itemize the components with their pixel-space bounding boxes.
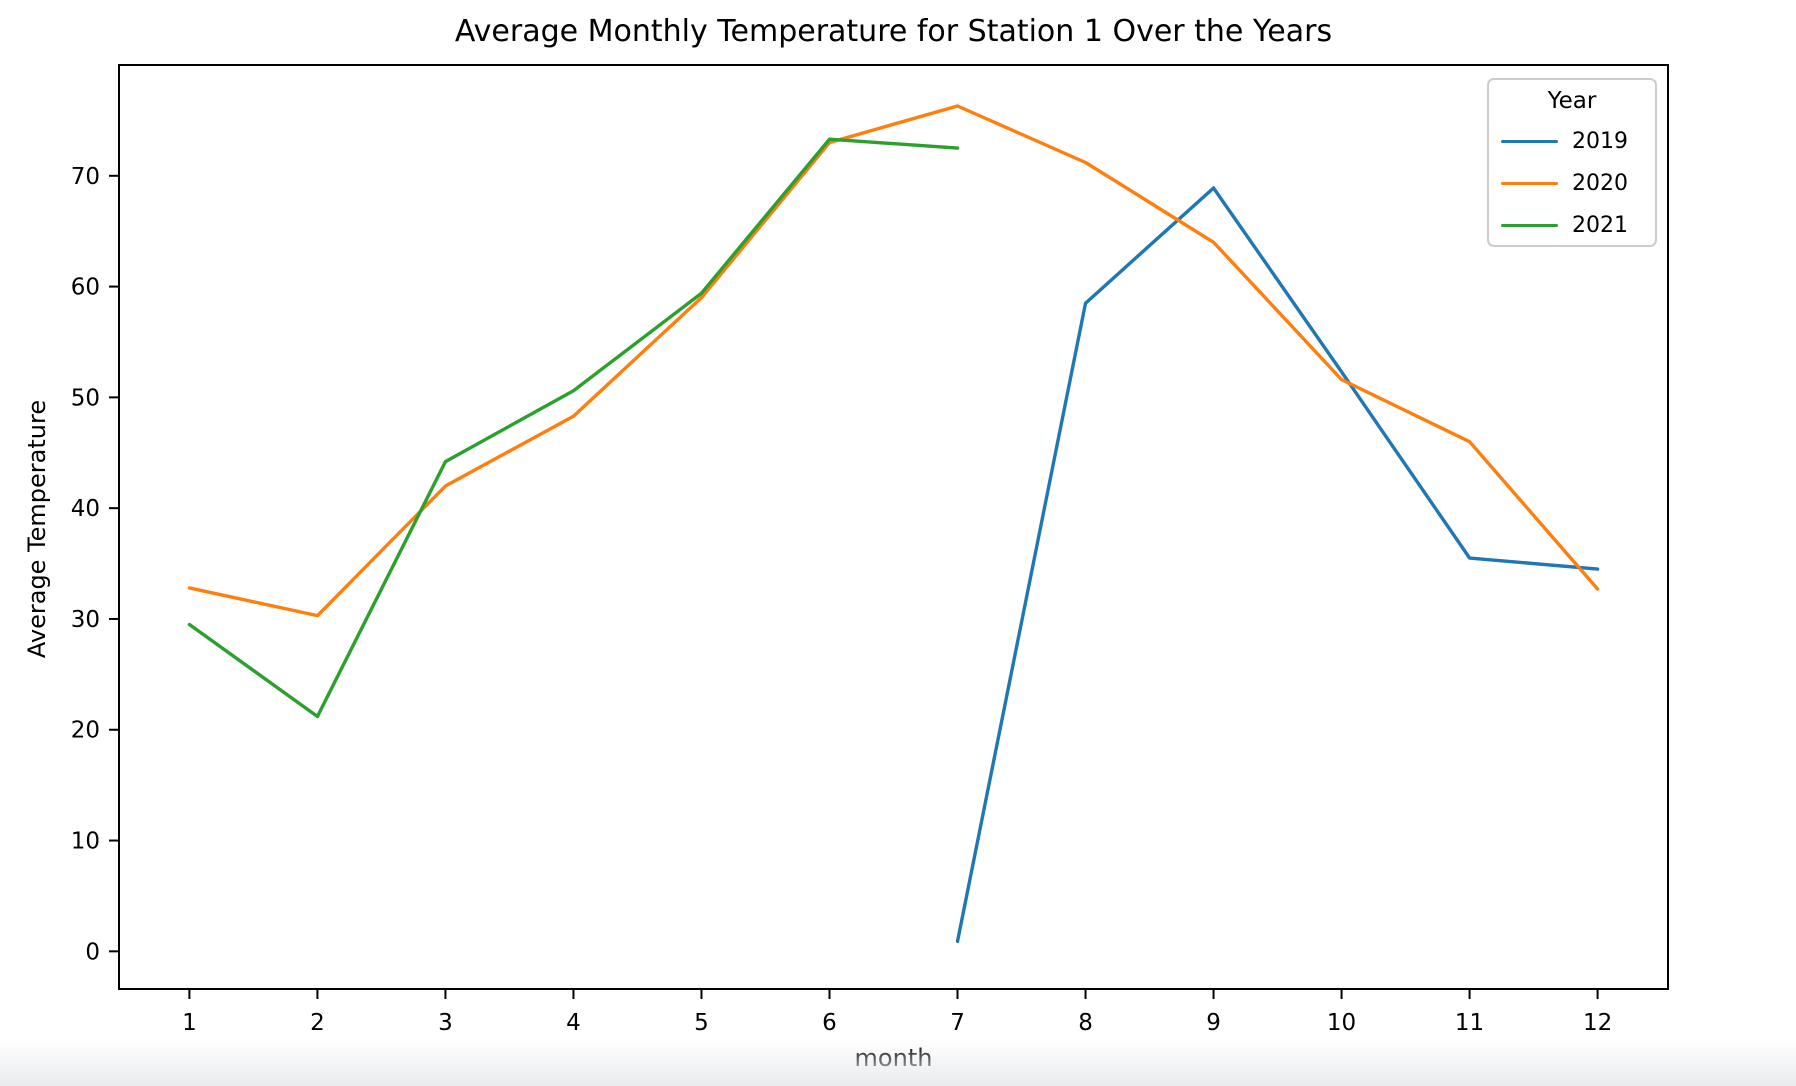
- series-line-2020: [187, 104, 1600, 618]
- legend-line-sample: [1501, 139, 1558, 143]
- x-tick-label: 8: [1078, 1010, 1093, 1036]
- x-tick-label: 6: [822, 1010, 837, 1036]
- x-axis-label: month: [854, 1044, 933, 1072]
- legend: Year 2019 2020 2021: [1487, 78, 1657, 247]
- y-tick-label: 50: [71, 385, 100, 411]
- x-tick-label: 1: [182, 1010, 197, 1036]
- legend-item-label: 2021: [1572, 212, 1628, 238]
- y-tick-label: 70: [71, 164, 100, 190]
- y-tick-label: 60: [71, 275, 100, 301]
- x-tick-label: 4: [566, 1010, 581, 1036]
- y-axis-label: Average Temperature: [23, 399, 51, 659]
- x-tick-label: 5: [694, 1010, 709, 1036]
- x-tick-label: 10: [1327, 1010, 1356, 1036]
- legend-item-2021: 2021: [1489, 204, 1655, 246]
- y-tick-label: 20: [71, 718, 100, 744]
- legend-item-label: 2019: [1572, 128, 1628, 154]
- y-tick-label: 10: [71, 829, 100, 855]
- x-tick-label: 3: [438, 1010, 453, 1036]
- chart-title: Average Monthly Temperature for Station …: [454, 14, 1333, 49]
- legend-item-label: 2020: [1572, 170, 1628, 196]
- y-tick-label: 0: [85, 939, 100, 965]
- legend-item-2019: 2019: [1489, 120, 1655, 162]
- x-tick-label: 9: [1206, 1010, 1221, 1036]
- legend-title: Year: [1547, 88, 1597, 114]
- legend-line-sample: [1501, 223, 1558, 227]
- y-tick-label: 40: [71, 496, 100, 522]
- series-line-2019: [955, 186, 1600, 944]
- plot-area: [118, 64, 1669, 990]
- x-tick-label: 2: [310, 1010, 325, 1036]
- series-line-2021: [187, 137, 960, 719]
- x-tick-label: 11: [1455, 1010, 1484, 1036]
- legend-item-2020: 2020: [1489, 162, 1655, 204]
- x-tick-label: 12: [1583, 1010, 1612, 1036]
- x-tick-label: 7: [950, 1010, 965, 1036]
- legend-line-sample: [1501, 181, 1558, 185]
- y-tick-label: 30: [71, 607, 100, 633]
